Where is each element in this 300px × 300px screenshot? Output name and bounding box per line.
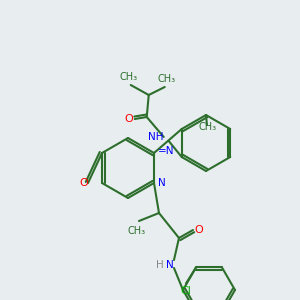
Text: NH: NH xyxy=(148,132,164,142)
Text: CH₃: CH₃ xyxy=(128,226,146,236)
Text: N: N xyxy=(166,260,174,270)
Text: Cl: Cl xyxy=(181,286,191,296)
Text: CH₃: CH₃ xyxy=(199,122,217,132)
Text: H: H xyxy=(156,260,164,270)
Text: N: N xyxy=(158,178,166,188)
Text: =N: =N xyxy=(158,146,175,156)
Text: CH₃: CH₃ xyxy=(120,72,138,82)
Text: O: O xyxy=(195,225,203,235)
Text: O: O xyxy=(80,178,88,188)
Text: CH₃: CH₃ xyxy=(158,74,176,84)
Text: O: O xyxy=(124,114,133,124)
